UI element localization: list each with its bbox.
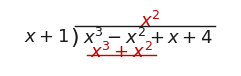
Text: $)$: $)$ [70,26,79,49]
Text: $x^3-x^2+x+4$: $x^3-x^2+x+4$ [83,28,213,48]
Text: $x^3+x^2$: $x^3+x^2$ [90,41,153,62]
Text: $x+1$: $x+1$ [24,28,69,46]
Text: $x^2$: $x^2$ [140,11,161,31]
